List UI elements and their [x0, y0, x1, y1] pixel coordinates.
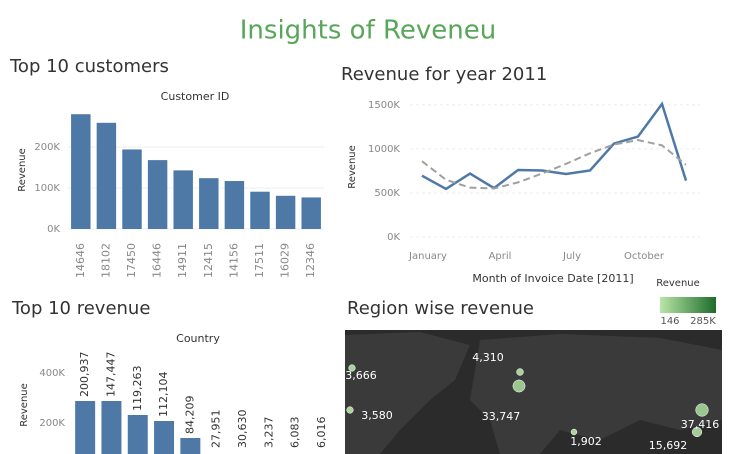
- y-axis-label: Revenue: [17, 148, 28, 192]
- x-tick-label: 12415: [202, 243, 215, 278]
- data-label: 37,416: [681, 418, 720, 431]
- line: [421, 101, 688, 191]
- data-label: 3,237: [262, 417, 275, 449]
- chart-title: Top 10 revenue: [11, 298, 150, 319]
- x-tick-label: 12346: [304, 243, 317, 278]
- x-tick-label: 16446: [151, 243, 164, 278]
- y-tick-label: 100K: [34, 183, 60, 194]
- chart-subtitle: Country: [176, 332, 220, 345]
- y-axis-label: Revenue: [347, 145, 358, 189]
- data-label: 1,902: [570, 435, 602, 448]
- data-label: 6,016: [315, 417, 328, 449]
- legend-title: Revenue: [656, 278, 700, 289]
- map-point: [570, 428, 578, 436]
- x-tick-label: 18102: [99, 243, 112, 278]
- legend-min: 146: [660, 316, 679, 327]
- bar: [199, 178, 219, 229]
- chart-title: Region wise revenue: [347, 298, 534, 319]
- y-axis-label: Revenue: [19, 383, 30, 427]
- data-label: 30,630: [236, 410, 249, 449]
- x-axis-label: Month of Invoice Date [2011]: [472, 272, 633, 285]
- y-tick-label: 500K: [374, 188, 400, 199]
- map-land: [345, 332, 470, 454]
- data-label: 3,580: [361, 409, 393, 422]
- map-point: [348, 364, 356, 372]
- map-point: [346, 406, 354, 414]
- bar: [275, 195, 296, 229]
- x-tick-label: 17450: [125, 243, 138, 278]
- map-point: [691, 426, 703, 438]
- x-tick-label: 14156: [227, 243, 240, 278]
- bar: [71, 114, 91, 229]
- data-label: 15,692: [649, 439, 688, 452]
- data-label: 112,104: [157, 372, 170, 418]
- x-tick-label: April: [489, 251, 512, 262]
- bar: [75, 401, 96, 454]
- bar: [127, 415, 148, 454]
- data-label: 3,666: [345, 369, 377, 382]
- legend-gradient: [660, 297, 716, 313]
- bar: [154, 421, 175, 454]
- data-label: 200,937: [78, 352, 91, 398]
- bar: [147, 160, 168, 229]
- data-label: 119,263: [131, 366, 144, 412]
- data-label: 33,747: [482, 410, 521, 423]
- y-tick-label: 200K: [34, 142, 60, 153]
- map-point: [516, 368, 524, 376]
- data-label: 6,083: [289, 417, 302, 449]
- y-tick-label: 200K: [39, 418, 65, 429]
- y-tick-label: 0K: [387, 232, 400, 243]
- y-tick-label: 400K: [39, 368, 65, 379]
- bar: [96, 122, 117, 229]
- bar: [122, 149, 142, 229]
- data-label: 84,209: [183, 396, 196, 435]
- chart-title: Revenue for year 2011: [341, 64, 547, 85]
- bar: [101, 401, 122, 454]
- map-point: [695, 403, 709, 417]
- bar: [180, 438, 201, 454]
- x-tick-label: July: [562, 251, 581, 262]
- x-tick-label: January: [408, 251, 447, 262]
- x-tick-label: October: [624, 251, 665, 262]
- y-tick-label: 1000K: [368, 144, 400, 155]
- chart-title: Top 10 customers: [9, 56, 169, 77]
- data-label: 4,310: [472, 351, 504, 364]
- x-tick-label: 14646: [74, 243, 87, 278]
- data-label: 27,951: [210, 410, 223, 449]
- bar: [173, 170, 193, 229]
- map-point: [512, 379, 526, 393]
- chart-subtitle: Customer ID: [161, 90, 230, 103]
- page-title: Insights of Reveneu: [240, 16, 496, 46]
- y-tick-label: 1500K: [368, 100, 400, 111]
- bar: [224, 181, 245, 229]
- map-land: [470, 334, 722, 454]
- x-tick-label: 16029: [279, 243, 292, 278]
- data-label: 147,447: [104, 352, 117, 398]
- bar: [250, 191, 270, 229]
- legend-max: 285K: [690, 316, 716, 327]
- x-tick-label: 14911: [176, 243, 189, 278]
- trend-line: [421, 139, 687, 190]
- bar: [301, 197, 321, 229]
- x-tick-label: 17511: [253, 243, 266, 278]
- y-tick-label: 0K: [47, 224, 60, 235]
